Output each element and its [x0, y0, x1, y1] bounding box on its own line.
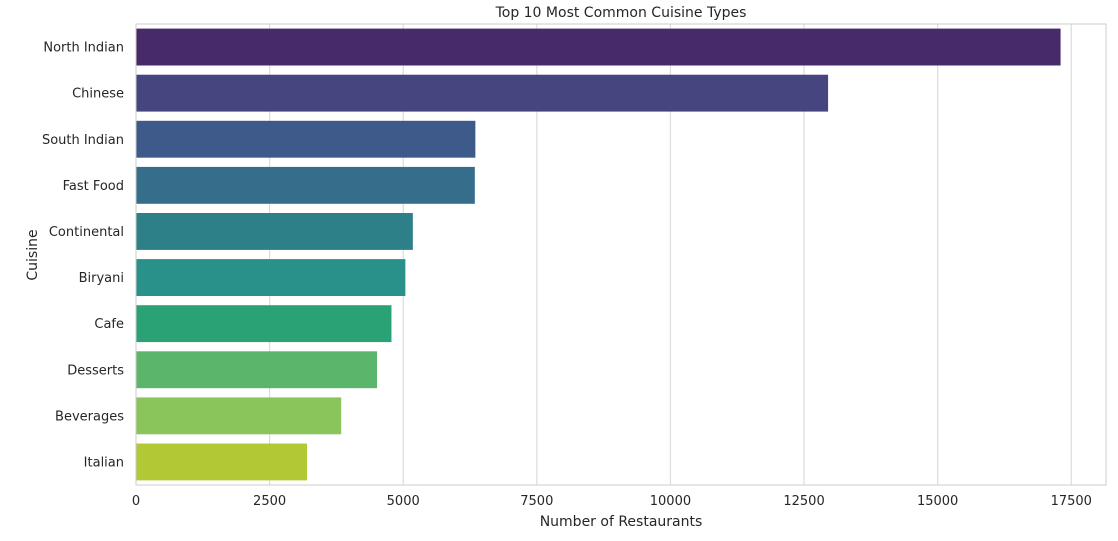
x-tick-label: 10000: [650, 494, 691, 509]
x-tick-label: 5000: [387, 494, 420, 509]
bar: [136, 213, 413, 250]
y-tick-label: North Indian: [43, 41, 124, 56]
plot-frame: [135, 23, 1107, 486]
bar: [136, 443, 308, 481]
y-tick-label: Chinese: [72, 87, 124, 102]
x-tick-label: 0: [132, 494, 140, 509]
y-tick-label: Desserts: [67, 363, 124, 378]
bar: [136, 397, 342, 435]
chart-title: Top 10 Most Common Cuisine Types: [495, 5, 747, 21]
bar: [136, 305, 392, 343]
bar: [136, 28, 1061, 66]
bar: [136, 259, 406, 296]
bars: [136, 28, 1061, 481]
y-tick-label: Cafe: [94, 317, 124, 332]
x-tick-label: 17500: [1051, 494, 1092, 509]
y-tick-label: Continental: [49, 225, 124, 240]
x-tick-labels: 0 2500 5000 7500 10000 12500 15000 17500: [132, 494, 1092, 509]
y-tick-label: Beverages: [55, 409, 124, 424]
x-tick-label: 12500: [783, 494, 824, 509]
x-tick-label: 2500: [253, 494, 286, 509]
x-tick-label: 15000: [917, 494, 958, 509]
y-tick-label: Biryani: [79, 271, 124, 286]
bar: [136, 166, 475, 204]
y-tick-label: Italian: [84, 455, 124, 470]
x-tick-label: 7500: [520, 494, 553, 509]
bar: [136, 74, 829, 112]
y-tick-label: Fast Food: [63, 179, 124, 194]
x-axis-title: Number of Restaurants: [540, 514, 703, 530]
y-tick-labels: North Indian Chinese South Indian Fast Food…: [42, 41, 124, 471]
bar: [136, 120, 476, 158]
bar: [136, 351, 378, 389]
y-tick-label: South Indian: [42, 133, 124, 148]
y-axis-title: Cuisine: [25, 229, 41, 280]
